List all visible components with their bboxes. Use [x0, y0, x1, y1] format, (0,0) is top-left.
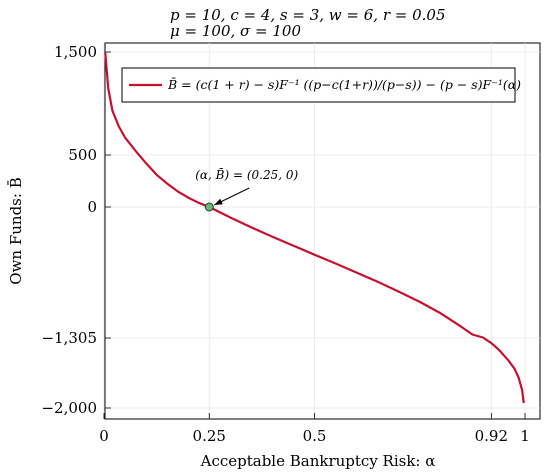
- grid: [103, 43, 540, 419]
- title-line-2: μ = 100, σ = 100: [170, 22, 301, 40]
- x-tick-label: 0: [99, 427, 109, 445]
- x-axis: 0 0.25 0.5 0.92 1: [99, 413, 530, 445]
- y-tick-label: 500: [68, 146, 97, 164]
- y-tick-label: −1,305: [41, 329, 97, 347]
- chart-title: p = 10, c = 4, s = 3, w = 6, r = 0.05 μ …: [170, 6, 446, 40]
- x-axis-label: Acceptable Bankruptcy Risk: α: [200, 452, 436, 470]
- annotation: (α, B̄) = (0.25, 0): [195, 167, 299, 206]
- title-line-1: p = 10, c = 4, s = 3, w = 6, r = 0.05: [170, 6, 446, 24]
- y-axis-label: Own Funds: B̄: [7, 177, 25, 284]
- legend: B̄ = (c(1 + r) − s)F⁻¹ ((p−c(1+r))/(p−s)…: [121, 67, 521, 103]
- x-tick-label: 1: [520, 427, 530, 445]
- highlight-point: [204, 202, 214, 212]
- plot-frame: [104, 42, 541, 420]
- y-tick-label: −2,000: [41, 399, 97, 417]
- x-tick-label: 0.92: [475, 427, 508, 445]
- series-line: [104, 52, 525, 404]
- legend-entry: B̄ = (c(1 + r) − s)F⁻¹ ((p−c(1+r))/(p−s)…: [167, 77, 521, 92]
- annotation-label: (α, B̄) = (0.25, 0): [195, 167, 298, 182]
- x-tick-label: 0.25: [193, 427, 226, 445]
- x-tick-label: 0.5: [303, 427, 327, 445]
- y-axis: 1,500 500 0 −1,305 −2,000: [41, 43, 111, 417]
- y-tick-label: 0: [87, 198, 97, 216]
- legend-box: [121, 67, 516, 103]
- annotation-arrowhead: [214, 198, 223, 205]
- y-tick-label: 1,500: [54, 43, 97, 61]
